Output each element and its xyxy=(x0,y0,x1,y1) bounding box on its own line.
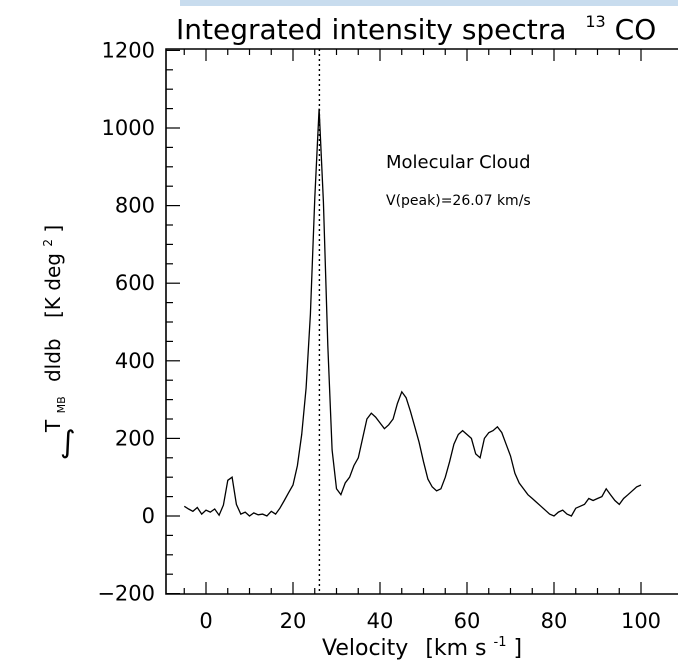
y-axis-label-rest: dldb xyxy=(41,338,65,382)
x-tick-label-60: 60 xyxy=(454,609,481,633)
chart-title: Integrated intensity spectra 13 CO xyxy=(176,1,656,46)
x-axis-label-unit-exp: -1 xyxy=(494,635,507,650)
y-axis-integral: ∫ xyxy=(60,425,76,460)
y-tick-label-800: 800 xyxy=(115,194,155,218)
y-axis-label-text: T MB dldb [K deg 2 ] xyxy=(33,225,70,433)
y-axis-label-unit-close: ] xyxy=(41,225,65,233)
x-tick-label-0: 0 xyxy=(199,609,212,633)
y-axis-label: ∫ T MB dldb [K deg 2 ] xyxy=(33,225,76,460)
series-line-13co xyxy=(183,108,642,517)
chart-title-molecule: CO xyxy=(615,13,657,46)
x-tick-label-20: 20 xyxy=(280,609,307,633)
y-tick-label--200: −200 xyxy=(97,582,155,606)
y-tick-label-1200: 1200 xyxy=(102,38,155,62)
x-axis-label: Velocity [km s -1 ] xyxy=(322,627,522,661)
annotation-molecular-cloud: Molecular Cloud xyxy=(386,152,531,173)
x-axis-label-main: Velocity xyxy=(322,636,408,661)
x-axis-label-unit-close: ] xyxy=(514,636,523,661)
plot-frame xyxy=(165,48,678,595)
y-tick-label-200: 200 xyxy=(115,426,155,450)
x-tick-label-80: 80 xyxy=(541,609,568,633)
y-tick-label-0: 0 xyxy=(142,504,155,528)
top-banner-strip xyxy=(180,0,678,6)
y-axis-label-T: T xyxy=(41,419,65,433)
y-axis-label-unit: [K deg xyxy=(41,253,65,318)
x-tick-label-40: 40 xyxy=(367,609,394,633)
x-axis-label-unit: [km s xyxy=(425,636,486,661)
y-tick-label-600: 600 xyxy=(115,271,155,295)
x-tick-label-100: 100 xyxy=(621,609,661,633)
y-tick-label-400: 400 xyxy=(115,349,155,373)
chart-title-isotope: 13 xyxy=(585,12,605,31)
y-axis-label-unit-exp: 2 xyxy=(41,239,55,247)
y-axis-label-T-sub: MB xyxy=(55,396,68,413)
tick-labels: 0 20 40 60 80 100 −200 0 200 400 600 800 1000 1200 xyxy=(97,38,661,633)
y-tick-label-1000: 1000 xyxy=(102,116,155,140)
axis-ticks xyxy=(166,49,642,595)
chart-title-main: Integrated intensity spectra xyxy=(176,13,566,46)
annotation-peak-velocity: V(peak)=26.07 km/s xyxy=(386,193,531,209)
